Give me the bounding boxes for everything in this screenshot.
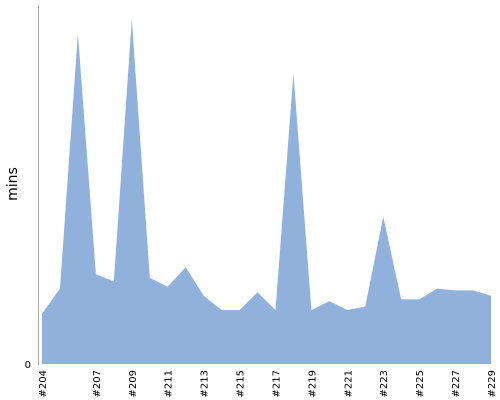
y-tick-label: 0 xyxy=(25,360,31,371)
data-point-225 xyxy=(417,297,421,301)
x-tick-layer: #204 #207 #209 #211 #213 #215 #217 #219 #221 #223… xyxy=(38,370,498,397)
area-series xyxy=(42,19,491,365)
data-point-224 xyxy=(399,297,403,301)
x-tick-label: #227 xyxy=(451,370,462,397)
data-point-209 xyxy=(130,17,134,21)
x-tick-label: #219 xyxy=(307,370,318,397)
x-tick-label: #215 xyxy=(236,370,247,397)
data-point-216 xyxy=(256,290,260,294)
data-point-220 xyxy=(327,299,331,303)
ylabel-layer: mins xyxy=(5,167,21,201)
x-tick-label: #225 xyxy=(415,370,426,397)
data-point-228 xyxy=(471,288,475,292)
x-tick-label: #204 xyxy=(38,370,49,397)
x-tick-label: #209 xyxy=(128,370,139,397)
data-point-218 xyxy=(291,71,295,75)
data-point-205 xyxy=(58,287,62,291)
data-point-212 xyxy=(184,265,188,269)
data-point-210 xyxy=(148,276,152,280)
data-point-219 xyxy=(309,308,313,312)
x-tick-label: #223 xyxy=(379,370,390,397)
area-layer xyxy=(40,17,493,365)
data-point-229 xyxy=(489,294,493,298)
data-point-217 xyxy=(273,308,277,312)
data-point-211 xyxy=(166,285,170,289)
data-point-215 xyxy=(238,308,242,312)
x-tick-label: #229 xyxy=(487,370,498,397)
data-point-221 xyxy=(345,308,349,312)
y-axis-label: mins xyxy=(5,167,21,201)
data-point-227 xyxy=(453,288,457,292)
data-point-226 xyxy=(435,287,439,291)
data-point-204 xyxy=(40,312,44,316)
data-point-208 xyxy=(112,279,116,283)
data-point-206 xyxy=(76,32,80,36)
data-point-214 xyxy=(220,308,224,312)
data-point-213 xyxy=(202,294,206,298)
x-tick-label: #213 xyxy=(200,370,211,397)
x-tick-label: #221 xyxy=(343,370,354,397)
data-point-223 xyxy=(381,215,385,219)
data-point-207 xyxy=(94,272,98,276)
x-tick-label: #207 xyxy=(92,370,103,397)
x-tick-label: #211 xyxy=(164,370,175,397)
y-tick-layer: 0 xyxy=(25,360,31,371)
data-point-222 xyxy=(363,305,367,309)
x-tick-label: #217 xyxy=(271,370,282,397)
